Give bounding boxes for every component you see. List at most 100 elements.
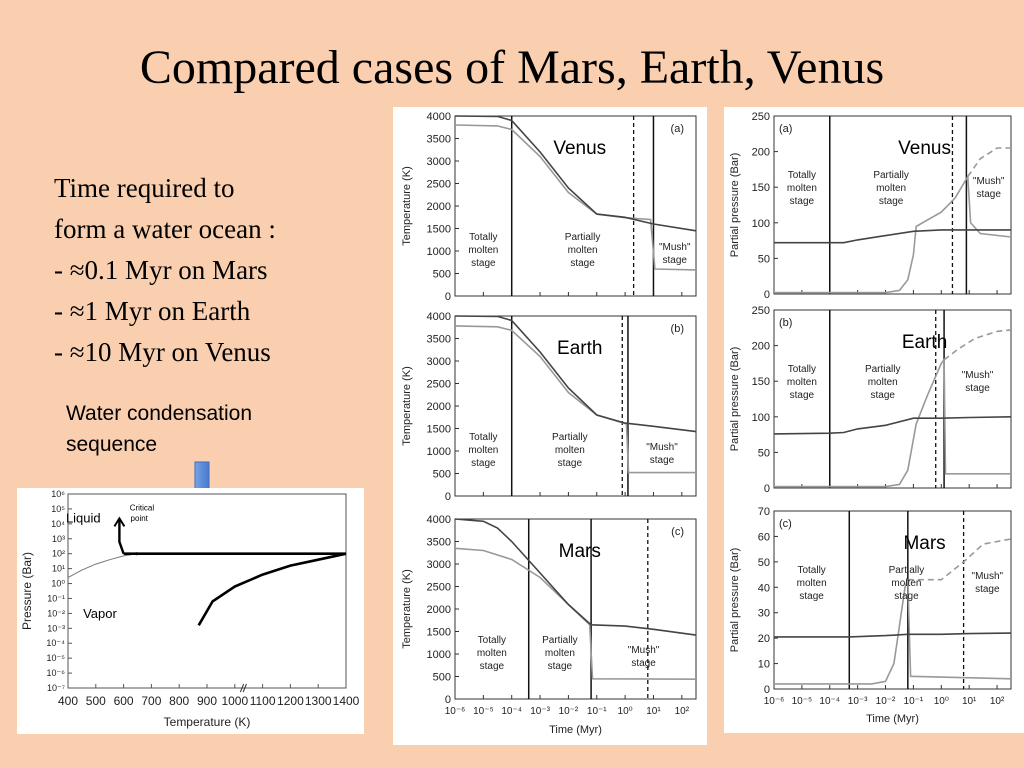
stage-label: molten xyxy=(891,578,921,589)
x-tick-label: 10⁻⁵ xyxy=(473,706,494,717)
y-tick-label: 10² xyxy=(52,549,65,559)
panel-tag: (c) xyxy=(779,518,792,530)
temperature-panel: 0 500 1000 1500 2000 2500 3000 3500 4000 Temperat… xyxy=(393,107,707,745)
stage-label: Totally xyxy=(478,635,506,646)
axis-break-mark xyxy=(239,683,245,693)
x-axis-label: Time (Myr) xyxy=(866,713,919,725)
y-tick-label: 40 xyxy=(758,582,770,594)
pressure-panel: 0 50 100 150 200 250 Partial pressure (Bar) Ven… xyxy=(724,107,1024,733)
x-tick-label: 1400 xyxy=(333,694,360,708)
x-tick-label: 10⁻⁶ xyxy=(764,696,785,707)
stage-label: "Mush" xyxy=(628,645,660,656)
bullet-line: Time required to xyxy=(54,173,235,203)
y-axis-label: Temperature (K) xyxy=(401,569,413,648)
series-line-dark xyxy=(454,315,697,433)
y-tick-label: 10⁰ xyxy=(51,579,65,589)
y-tick-label: 10⁶ xyxy=(51,489,65,499)
stage-label: stage xyxy=(976,189,1001,200)
vapor-label: Vapor xyxy=(83,606,117,621)
y-tick-label: 0 xyxy=(764,684,770,696)
liquid-path xyxy=(118,519,125,555)
y-tick-label: 4000 xyxy=(427,514,451,526)
stage-label: Partially xyxy=(865,364,901,375)
stage-label: stage xyxy=(879,196,904,207)
y-tick-label: 0 xyxy=(445,694,451,706)
y-tick-label: 200 xyxy=(752,341,770,353)
stage-label: stage xyxy=(570,258,595,269)
x-tick-label: 10⁻⁴ xyxy=(501,706,522,717)
y-tick-label: 3500 xyxy=(427,334,451,346)
panel-tag: (a) xyxy=(671,123,684,135)
x-tick-label: 600 xyxy=(114,694,134,708)
y-tick-label: 1000 xyxy=(427,246,451,258)
y-axis-label: Partial pressure (Bar) xyxy=(729,153,741,258)
y-tick-label: 70 xyxy=(758,506,770,518)
stage-label: Totally xyxy=(788,170,816,181)
y-tick-label: 10 xyxy=(758,659,770,671)
stage-label: molten xyxy=(555,445,585,456)
bullet-line: form a water ocean : xyxy=(54,214,276,244)
y-tick-label: 0 xyxy=(764,483,770,495)
y-tick-label: 1000 xyxy=(427,649,451,661)
y-tick-label: 10⁻⁴ xyxy=(46,638,65,648)
x-tick-label: 500 xyxy=(86,694,106,708)
y-tick-label: 50 xyxy=(758,253,770,265)
series-line-light xyxy=(454,547,697,681)
panel-tag: (b) xyxy=(779,317,792,329)
x-tick-label: 10⁻¹ xyxy=(587,706,607,717)
planet-label: Venus xyxy=(553,138,606,159)
y-tick-label: 30 xyxy=(758,608,770,620)
y-tick-label: 20 xyxy=(758,633,770,645)
planet-label: Mars xyxy=(903,533,945,554)
stage-label: molten xyxy=(468,445,498,456)
planet-label: Mars xyxy=(559,541,601,562)
y-axis-label: Pressure (Bar) xyxy=(20,552,34,630)
y-tick-label: 250 xyxy=(752,111,770,123)
stage-label: "Mush" xyxy=(962,370,994,381)
x-tick-label: 400 xyxy=(58,694,78,708)
plot-frame xyxy=(773,510,1012,690)
stage-label: stage xyxy=(799,591,824,602)
stage-label: molten xyxy=(477,648,507,659)
x-tick-label: 10⁻² xyxy=(876,696,896,707)
y-tick-label: 10⁻³ xyxy=(47,623,65,633)
y-axis-label: Temperature (K) xyxy=(401,166,413,245)
y-tick-label: 0 xyxy=(445,291,451,303)
stage-label: "Mush" xyxy=(659,242,691,253)
condensation-curve xyxy=(197,552,347,626)
series-line-dark xyxy=(773,416,1012,435)
x-tick-label: 10⁻⁴ xyxy=(819,696,840,707)
caption-line: sequence xyxy=(66,433,158,456)
panel-tag: (c) xyxy=(671,526,684,538)
stage-label: Totally xyxy=(797,565,825,576)
y-tick-label: 10⁵ xyxy=(51,504,65,514)
x-axis-label: Time (Myr) xyxy=(549,724,602,736)
x-tick-label: 10⁻³ xyxy=(848,696,868,707)
x-tick-label: 10⁻² xyxy=(559,706,579,717)
y-tick-label: 3000 xyxy=(427,156,451,168)
y-tick-label: 150 xyxy=(752,182,770,194)
y-tick-label: 2000 xyxy=(427,401,451,413)
series-line-dark xyxy=(774,632,1012,638)
y-tick-label: 60 xyxy=(758,531,770,543)
stage-label: molten xyxy=(787,377,817,388)
y-tick-label: 200 xyxy=(752,147,770,159)
y-tick-label: 3000 xyxy=(427,356,451,368)
stage-label: Partially xyxy=(542,635,578,646)
y-tick-label: 500 xyxy=(433,672,451,684)
stage-label: stage xyxy=(975,584,1000,595)
stage-label: "Mush" xyxy=(972,571,1004,582)
y-tick-label: 1500 xyxy=(427,627,451,639)
y-tick-label: 50 xyxy=(758,557,770,569)
x-tick-label: 1300 xyxy=(305,694,332,708)
y-tick-label: 3500 xyxy=(427,134,451,146)
axis-break-mark xyxy=(242,683,247,693)
stage-label: stage xyxy=(471,458,496,469)
y-tick-label: 1500 xyxy=(427,424,451,436)
series-line-light-dashed xyxy=(907,538,1012,581)
stage-label: stage xyxy=(558,458,583,469)
y-tick-label: 3000 xyxy=(427,559,451,571)
x-axis-label: Temperature (K) xyxy=(164,715,251,729)
y-tick-label: 0 xyxy=(764,289,770,301)
